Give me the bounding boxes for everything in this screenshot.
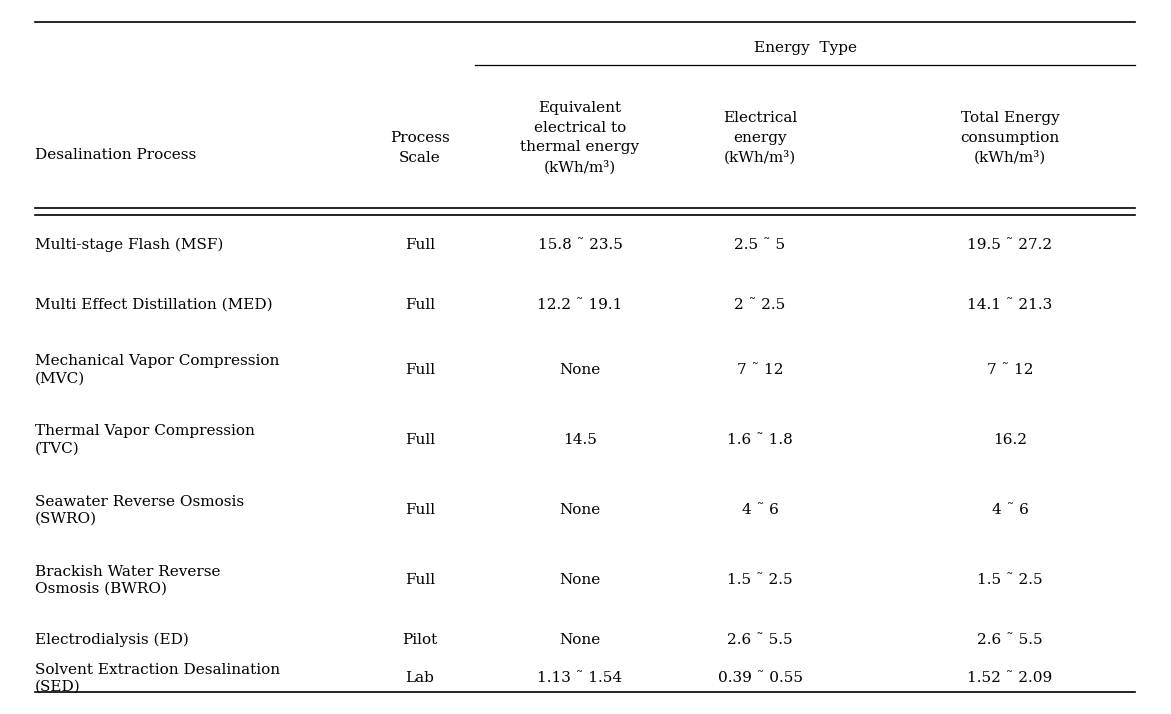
Text: 7 ˜ 12: 7 ˜ 12	[737, 363, 783, 377]
Text: Energy  Type: Energy Type	[753, 41, 856, 55]
Text: (TVC): (TVC)	[35, 441, 80, 456]
Text: 14.1 ˜ 21.3: 14.1 ˜ 21.3	[967, 298, 1053, 312]
Text: 2 ˜ 2.5: 2 ˜ 2.5	[734, 298, 786, 312]
Text: Full: Full	[405, 363, 436, 377]
Text: Electrodialysis (ED): Electrodialysis (ED)	[35, 633, 189, 647]
Text: 2.6 ˜ 5.5: 2.6 ˜ 5.5	[977, 633, 1043, 647]
Text: Thermal Vapor Compression: Thermal Vapor Compression	[35, 425, 255, 438]
Text: 15.8 ˜ 23.5: 15.8 ˜ 23.5	[537, 238, 623, 252]
Text: Electrical
energy
(kWh/m³): Electrical energy (kWh/m³)	[723, 111, 797, 165]
Text: 2.6 ˜ 5.5: 2.6 ˜ 5.5	[727, 633, 793, 647]
Text: Mechanical Vapor Compression: Mechanical Vapor Compression	[35, 354, 280, 368]
Text: 1.13 ˜ 1.54: 1.13 ˜ 1.54	[537, 671, 623, 685]
Text: Full: Full	[405, 503, 436, 517]
Text: 12.2 ˜ 19.1: 12.2 ˜ 19.1	[537, 298, 623, 312]
Text: 1.6 ˜ 1.8: 1.6 ˜ 1.8	[727, 433, 793, 447]
Text: Multi-stage Flash (MSF): Multi-stage Flash (MSF)	[35, 238, 224, 252]
Text: 4 ˜ 6: 4 ˜ 6	[741, 503, 779, 517]
Text: None: None	[560, 633, 601, 647]
Text: 1.52 ˜ 2.09: 1.52 ˜ 2.09	[967, 671, 1053, 685]
Text: Desalination Process: Desalination Process	[35, 148, 197, 162]
Text: Full: Full	[405, 298, 436, 312]
Text: Full: Full	[405, 238, 436, 252]
Text: 0.39 ˜ 0.55: 0.39 ˜ 0.55	[718, 671, 802, 685]
Text: Lab: Lab	[405, 671, 434, 685]
Text: 4 ˜ 6: 4 ˜ 6	[992, 503, 1028, 517]
Text: Full: Full	[405, 573, 436, 587]
Text: Solvent Extraction Desalination: Solvent Extraction Desalination	[35, 663, 280, 677]
Text: Total Energy
consumption
(kWh/m³): Total Energy consumption (kWh/m³)	[960, 111, 1060, 165]
Text: Osmosis (BWRO): Osmosis (BWRO)	[35, 581, 167, 595]
Text: 19.5 ˜ 27.2: 19.5 ˜ 27.2	[967, 238, 1053, 252]
Text: 1.5 ˜ 2.5: 1.5 ˜ 2.5	[727, 573, 793, 587]
Text: Brackish Water Reverse: Brackish Water Reverse	[35, 565, 220, 578]
Text: Seawater Reverse Osmosis: Seawater Reverse Osmosis	[35, 495, 244, 508]
Text: 14.5: 14.5	[563, 433, 597, 447]
Text: 7 ˜ 12: 7 ˜ 12	[987, 363, 1033, 377]
Text: None: None	[560, 503, 601, 517]
Text: 16.2: 16.2	[993, 433, 1027, 447]
Text: (SED): (SED)	[35, 680, 81, 694]
Text: None: None	[560, 573, 601, 587]
Text: Pilot: Pilot	[403, 633, 438, 647]
Text: None: None	[560, 363, 601, 377]
Text: Equivalent
electrical to
thermal energy
(kWh/m³): Equivalent electrical to thermal energy …	[520, 101, 639, 174]
Text: Process
Scale: Process Scale	[390, 131, 450, 165]
Text: 1.5 ˜ 2.5: 1.5 ˜ 2.5	[977, 573, 1043, 587]
Text: Multi Effect Distillation (MED): Multi Effect Distillation (MED)	[35, 298, 273, 312]
Text: 2.5 ˜ 5: 2.5 ˜ 5	[734, 238, 786, 252]
Text: Full: Full	[405, 433, 436, 447]
Text: (SWRO): (SWRO)	[35, 511, 97, 526]
Text: (MVC): (MVC)	[35, 371, 85, 386]
